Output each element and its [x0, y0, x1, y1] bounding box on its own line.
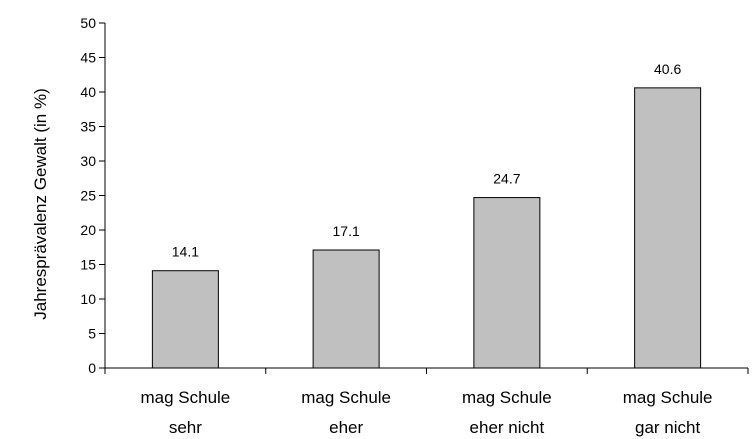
data-label: 17.1	[333, 223, 360, 239]
x-axis-ticks	[104, 368, 749, 374]
data-label: 14.1	[172, 244, 199, 260]
y-tick-label: 35	[80, 119, 96, 135]
x-category-label: mag Schule	[301, 388, 391, 407]
y-tick-label: 15	[80, 257, 96, 273]
x-category-label: mag Schule	[140, 388, 230, 407]
x-category-label: mag Schule	[462, 388, 552, 407]
x-category-label: sehr	[169, 418, 202, 437]
y-tick-label: 25	[80, 188, 96, 204]
data-label: 24.7	[493, 171, 520, 187]
y-axis-title: Jahresprävalenz Gewalt (in %)	[31, 88, 50, 319]
x-category-label: gar nicht	[635, 418, 700, 437]
y-tick-label: 5	[88, 326, 96, 342]
y-tick-label: 10	[80, 291, 96, 307]
y-axis-ticks: 0 5 10 15 20 25 30 35 40 45 50	[80, 15, 105, 376]
y-tick-label: 0	[88, 360, 96, 376]
x-category-label: eher nicht	[470, 418, 545, 437]
data-labels: 14.1 17.1 24.7 40.6	[172, 61, 682, 260]
bar	[473, 197, 541, 369]
x-axis-labels: mag Schule sehr mag Schule eher mag Schule eh…	[140, 388, 712, 437]
bars	[151, 87, 702, 369]
y-tick-label: 40	[80, 84, 96, 100]
bar	[634, 87, 702, 369]
bar	[151, 270, 219, 369]
y-tick-label: 20	[80, 222, 96, 238]
bar	[312, 249, 380, 369]
x-category-label: mag Schule	[623, 388, 713, 407]
y-tick-label: 50	[80, 15, 96, 31]
x-category-label: eher	[329, 418, 363, 437]
y-tick-label: 30	[80, 153, 96, 169]
y-tick-label: 45	[80, 50, 96, 66]
data-label: 40.6	[654, 61, 681, 77]
